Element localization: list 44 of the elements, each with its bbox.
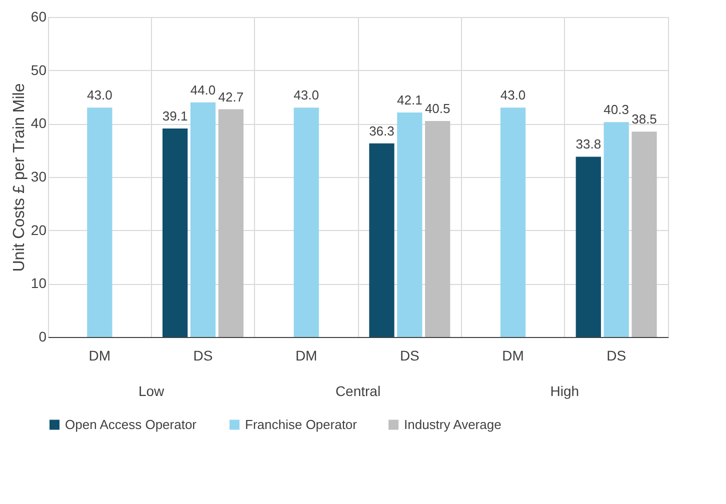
data-label: 33.8 [576, 136, 602, 152]
bar [369, 143, 394, 337]
x-tick-label: DS [193, 348, 213, 364]
bar [397, 112, 422, 337]
bar [425, 121, 450, 337]
text: Low [138, 383, 166, 399]
bar [218, 109, 244, 337]
data-label: 42.7 [218, 89, 244, 104]
y-tick-label: 30 [30, 168, 47, 184]
x-tick-label: DM [295, 348, 318, 364]
data-label: 40.3 [604, 102, 629, 118]
data-label: 36.3 [369, 123, 394, 138]
data-label: 44.0 [190, 82, 216, 98]
bar [576, 156, 601, 337]
x-tick-label: DS [400, 348, 420, 364]
data-label: 38.5 [632, 112, 657, 127]
data-label: 43.0 [500, 88, 526, 103]
y-tick-label: 50 [30, 62, 47, 78]
bar [500, 108, 526, 337]
legend-label: Open Access Operator [65, 416, 198, 432]
x-tick-label: DM [502, 348, 524, 364]
data-label: 42.1 [397, 92, 422, 108]
y-tick-label: 0 [38, 328, 47, 344]
y-tick-label: 40 [30, 115, 47, 132]
x-tick-label: DS [606, 348, 626, 364]
bar [190, 102, 216, 337]
bar [294, 108, 319, 337]
bar [162, 128, 188, 337]
bar [87, 108, 112, 337]
legend-label: Industry Average [404, 416, 502, 432]
y-tick-label: 60 [30, 8, 47, 24]
legend-label: Franchise Operator [245, 416, 358, 432]
y-tick-label: 20 [30, 222, 47, 238]
y-axis-title: Unit Costs £ per Train Mile [10, 83, 28, 272]
data-label: 39.1 [162, 108, 188, 124]
x-tick-label: DM [88, 348, 111, 364]
y-tick-label: 10 [30, 275, 47, 292]
data-label: 40.5 [424, 101, 450, 116]
data-label: 43.0 [294, 88, 319, 103]
text: High [550, 383, 580, 399]
data-label: 43.0 [87, 88, 112, 103]
text: Central [335, 383, 381, 399]
bar [604, 122, 629, 337]
bar [632, 132, 657, 337]
